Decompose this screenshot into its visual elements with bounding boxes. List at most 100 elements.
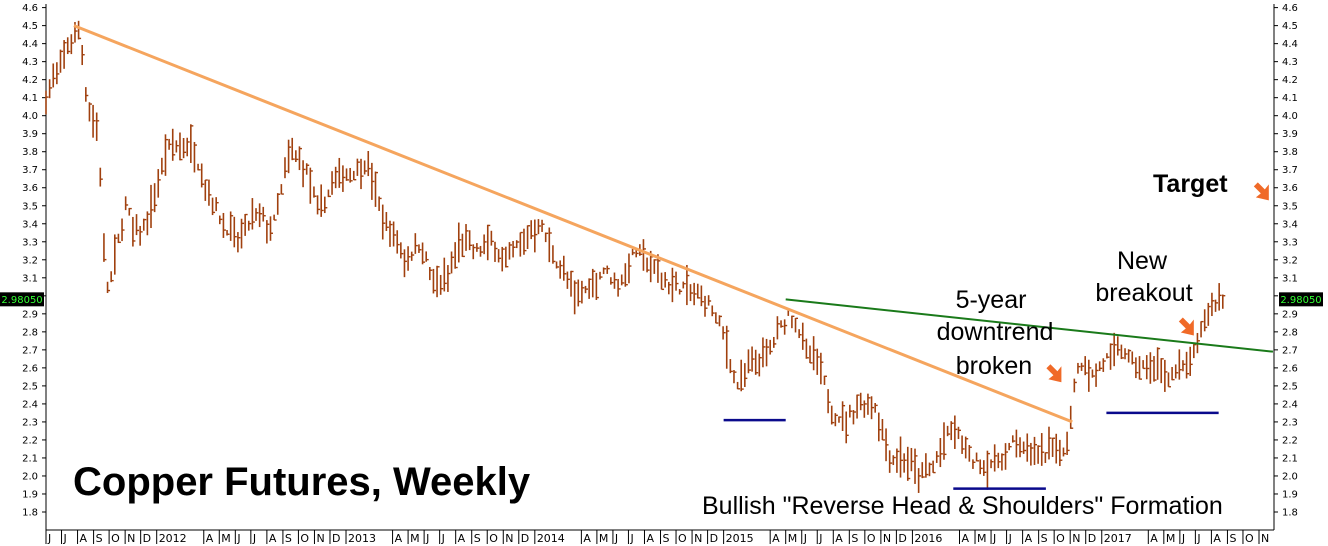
y-tick-label-right: 3.9 bbox=[1282, 129, 1298, 140]
x-tick-label: M bbox=[599, 532, 609, 545]
x-tick-label: S bbox=[1229, 532, 1236, 545]
x-tick-label: J bbox=[614, 532, 618, 545]
x-tick-label: S bbox=[851, 532, 858, 545]
annotation-arrows bbox=[1046, 182, 1269, 383]
x-tick-label: N bbox=[1261, 532, 1269, 545]
x-tick-label: M bbox=[788, 532, 798, 545]
x-tick-label: A bbox=[80, 532, 88, 545]
x-tick-label: 2012 bbox=[159, 532, 187, 545]
y-tick-label-left: 2.3 bbox=[22, 417, 38, 428]
x-tick-label: J bbox=[441, 532, 445, 545]
x-tick-label: S bbox=[474, 532, 481, 545]
x-tick-label: N bbox=[694, 532, 702, 545]
y-tick-label-right: 2.6 bbox=[1282, 363, 1298, 374]
neckline bbox=[785, 298, 1274, 353]
x-tick-label: 2015 bbox=[726, 532, 754, 545]
x-tick-label: A bbox=[646, 532, 654, 545]
x-tick-label: O bbox=[867, 532, 876, 545]
x-tick-label: N bbox=[316, 532, 324, 545]
y-tick-label-left: 4.1 bbox=[22, 93, 38, 104]
x-tick-label: N bbox=[1072, 532, 1080, 545]
price-label-left: 2.98050 bbox=[0, 292, 44, 307]
y-tick-label-right: 2.2 bbox=[1282, 435, 1298, 446]
x-tick-label: M bbox=[1166, 532, 1176, 545]
annotation-breakout-line2: breakout bbox=[1095, 279, 1192, 307]
breakout-arrow bbox=[1178, 317, 1194, 336]
x-tick-label: A bbox=[458, 532, 466, 545]
y-tick-label-right: 1.8 bbox=[1282, 507, 1298, 518]
y-tick-label-left: 3.7 bbox=[22, 165, 38, 176]
x-tick-label: D bbox=[521, 532, 529, 545]
x-tick-label: S bbox=[285, 532, 292, 545]
y-tick-label-right: 3.4 bbox=[1282, 219, 1298, 230]
y-tick-label-left: 3.3 bbox=[22, 237, 38, 248]
x-tick-label: N bbox=[505, 532, 513, 545]
y-tick-label-right: 2.0 bbox=[1282, 471, 1298, 482]
y-tick-label-right: 3.2 bbox=[1282, 255, 1298, 266]
x-tick-label: N bbox=[883, 532, 891, 545]
x-tick-label: A bbox=[206, 532, 214, 545]
x-tick-label: O bbox=[111, 532, 120, 545]
y-tick-label-left: 3.6 bbox=[22, 183, 38, 194]
y-tick-label-left: 2.1 bbox=[22, 453, 38, 464]
y-tick-label-left: 2.2 bbox=[22, 435, 38, 446]
y-tick-label-left: 4.2 bbox=[22, 75, 38, 86]
x-tick-label: O bbox=[678, 532, 687, 545]
target-arrow bbox=[1253, 182, 1269, 201]
y-tick-label-right: 2.8 bbox=[1282, 327, 1298, 338]
x-tick-label: O bbox=[1056, 532, 1065, 545]
y-tick-label-right: 4.4 bbox=[1282, 39, 1298, 50]
annotation-downtrend-line1: 5-year bbox=[956, 286, 1027, 314]
y-tick-label-left: 2.5 bbox=[22, 381, 38, 392]
x-tick-label: A bbox=[269, 532, 277, 545]
annotation-target: Target bbox=[1153, 170, 1228, 198]
x-tick-label: A bbox=[835, 532, 843, 545]
chart-subtitle: Bullish "Reverse Head & Shoulders" Forma… bbox=[702, 492, 1223, 520]
annotation-downtrend-line2: downtrend bbox=[937, 318, 1054, 346]
y-tick-label-left: 4.0 bbox=[22, 111, 38, 122]
y-tick-label-right: 3.1 bbox=[1282, 273, 1298, 284]
x-tick-label: D bbox=[710, 532, 718, 545]
y-tick-label-right: 4.1 bbox=[1282, 93, 1298, 104]
y-tick-label-right: 1.9 bbox=[1282, 489, 1298, 500]
y-tick-label-left: 3.8 bbox=[22, 147, 38, 158]
x-tick-label: 2013 bbox=[348, 532, 376, 545]
y-tick-label-right: 4.0 bbox=[1282, 111, 1298, 122]
downtrend-break-arrow bbox=[1046, 364, 1062, 383]
annotation-breakout-line1: New bbox=[1117, 247, 1168, 275]
axes: 1.8 1.8 1.9 1.9 2.0 2.0 2.1 2.1 2.2 2.2 2.3 2.3 2.4 2… bbox=[22, 3, 1298, 545]
x-tick-label: A bbox=[961, 532, 969, 545]
y-tick-label-right: 4.6 bbox=[1282, 3, 1298, 14]
x-tick-label: N bbox=[127, 532, 135, 545]
y-tick-label-left: 4.5 bbox=[22, 21, 38, 32]
x-tick-label: 2016 bbox=[914, 532, 942, 545]
x-tick-label: A bbox=[583, 532, 591, 545]
x-tick-label: S bbox=[663, 532, 670, 545]
x-tick-label: J bbox=[1196, 532, 1200, 545]
x-tick-label: J bbox=[47, 532, 51, 545]
y-tick-label-left: 3.9 bbox=[22, 129, 38, 140]
y-tick-label-right: 3.8 bbox=[1282, 147, 1298, 158]
x-tick-label: J bbox=[629, 532, 633, 545]
y-tick-label-left: 4.6 bbox=[22, 3, 38, 14]
x-tick-label: J bbox=[992, 532, 996, 545]
y-tick-label-right: 4.3 bbox=[1282, 57, 1298, 68]
x-tick-label: 2014 bbox=[537, 532, 565, 545]
x-tick-label: 2017 bbox=[1104, 532, 1132, 545]
y-tick-label-left: 1.8 bbox=[22, 507, 38, 518]
y-tick-label-right: 4.5 bbox=[1282, 21, 1298, 32]
y-tick-label-left: 2.6 bbox=[22, 363, 38, 374]
y-tick-label-left: 3.4 bbox=[22, 219, 38, 230]
y-tick-label-left: 4.4 bbox=[22, 39, 38, 50]
y-tick-label-right: 3.7 bbox=[1282, 165, 1298, 176]
chart-title: Copper Futures, Weekly bbox=[73, 460, 531, 504]
y-tick-label-left: 2.8 bbox=[22, 327, 38, 338]
x-tick-label: J bbox=[236, 532, 240, 545]
y-tick-label-left: 2.4 bbox=[22, 399, 38, 410]
y-tick-label-left: 1.9 bbox=[22, 489, 38, 500]
x-tick-label: A bbox=[772, 532, 780, 545]
x-tick-label: O bbox=[1245, 532, 1254, 545]
x-tick-label: D bbox=[898, 532, 906, 545]
